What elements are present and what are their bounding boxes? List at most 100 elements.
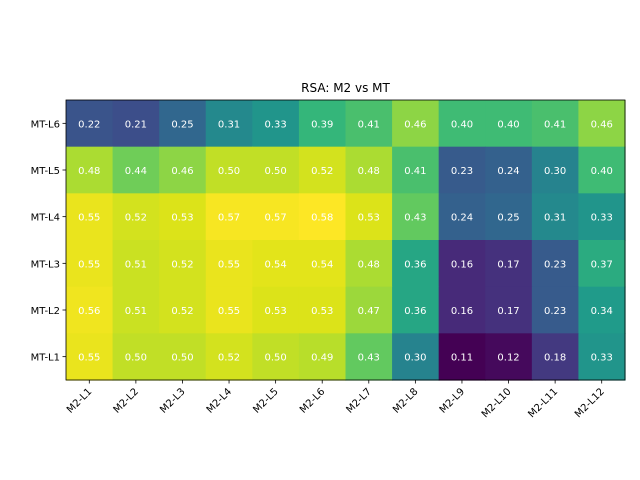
heatmap-cell-value: 0.51 [125, 306, 147, 317]
x-tick-label: M2-L2 [112, 386, 141, 415]
heatmap-cell-value: 0.31 [544, 213, 566, 224]
heatmap-cell-value: 0.23 [544, 306, 566, 317]
y-tick-label: MT-L5 [31, 166, 60, 177]
heatmap-cell-value: 0.50 [264, 353, 286, 364]
heatmap-cell [205, 100, 253, 148]
heatmap-cell-value: 0.36 [404, 259, 426, 270]
heatmap-cell [345, 286, 393, 334]
heatmap-cell-value: 0.46 [591, 119, 613, 130]
x-tick-label: M2-L10 [480, 386, 514, 420]
y-axis: MT-L6 MT-L5 MT-L4 MT-L3 MT-L2 MT-L1 [31, 119, 66, 364]
heatmap-cell [578, 193, 626, 241]
heatmap-cell [531, 100, 580, 148]
heatmap-cell-value: 0.41 [404, 166, 426, 177]
heatmap-cell [298, 286, 347, 334]
x-tick-label: M2-L3 [158, 386, 187, 415]
heatmap-cell-value: 0.25 [497, 213, 519, 224]
heatmap-cell [66, 146, 114, 194]
heatmap-cell-value: 0.36 [404, 306, 426, 317]
heatmap-cell-value: 0.52 [171, 306, 193, 317]
heatmap-cell [392, 333, 440, 381]
x-tick-label: M2-L8 [391, 386, 420, 415]
heatmap-cell-value: 0.48 [358, 166, 380, 177]
heatmap-cell [66, 193, 114, 241]
x-tick-label: M2-L4 [205, 386, 234, 415]
heatmap-cell-value: 0.33 [264, 119, 286, 130]
heatmap-cell [252, 333, 300, 381]
heatmap-cell-value: 0.16 [451, 306, 473, 317]
heatmap-cell [252, 286, 300, 334]
heatmap-cell-value: 0.33 [591, 213, 613, 224]
heatmap-cell-value: 0.39 [311, 119, 333, 130]
heatmap-cell-value: 0.51 [125, 259, 147, 270]
heatmap-cell [578, 333, 626, 381]
heatmap-cell-value: 0.41 [358, 119, 380, 130]
heatmap-cell-value: 0.12 [497, 353, 519, 364]
heatmap-cell-value: 0.43 [404, 213, 426, 224]
heatmap-cell [438, 193, 486, 241]
plot-frame [65, 99, 626, 381]
x-tick-label: M2-L7 [345, 386, 374, 415]
heatmap-cell-value: 0.41 [544, 119, 566, 130]
heatmap-cell-value: 0.50 [171, 353, 193, 364]
heatmap-cell [66, 286, 114, 334]
heatmap-cell [66, 100, 114, 148]
heatmap-cell-value: 0.11 [451, 353, 473, 364]
heatmap-cell-value: 0.24 [451, 213, 473, 224]
heatmap-cell-value: 0.55 [78, 353, 100, 364]
heatmap-cell [578, 240, 626, 288]
heatmap-cell [159, 146, 207, 194]
heatmap-cell [112, 333, 160, 381]
heatmap-cell-value: 0.52 [218, 353, 240, 364]
heatmap-cell-value: 0.22 [78, 119, 100, 130]
heatmap-cell-value: 0.23 [544, 259, 566, 270]
heatmap-cell [392, 193, 440, 241]
heatmap-cell [578, 100, 626, 148]
heatmap-cell-value: 0.56 [78, 306, 100, 317]
heatmap-cell [205, 286, 253, 334]
heatmap-cell-value: 0.40 [451, 119, 473, 130]
heatmap-cell [438, 146, 486, 194]
heatmap-cell [345, 240, 393, 288]
heatmap-cell [298, 193, 347, 241]
heatmap-cell [392, 146, 440, 194]
heatmap-cell-value: 0.16 [451, 259, 473, 270]
heatmap-cell [531, 193, 580, 241]
x-tick-label: M2-L5 [251, 386, 280, 415]
x-tick-label: M2-L6 [298, 386, 327, 415]
heatmap-cell [438, 240, 486, 288]
heatmap-cell [531, 146, 580, 194]
heatmap-cell-value: 0.33 [591, 353, 613, 364]
heatmap-cell [112, 100, 160, 148]
heatmap-cell-value: 0.40 [497, 119, 519, 130]
heatmap-cell-value: 0.23 [451, 166, 473, 177]
heatmap-cell-value: 0.18 [544, 353, 566, 364]
heatmap-cell [531, 286, 580, 334]
heatmap-cell [578, 146, 626, 194]
heatmap-cell-value: 0.58 [311, 213, 333, 224]
heatmap-cell [578, 286, 626, 334]
heatmap-cell-value: 0.57 [218, 213, 240, 224]
heatmap-cells [66, 100, 626, 381]
heatmap-cell-value: 0.30 [544, 166, 566, 177]
heatmap-cell-value: 0.57 [264, 213, 286, 224]
heatmap-cell-value: 0.53 [358, 213, 380, 224]
heatmap-cell-value: 0.46 [404, 119, 426, 130]
heatmap-cell [345, 146, 393, 194]
y-tick-label: MT-L2 [31, 306, 60, 317]
heatmap-cell [159, 193, 207, 241]
heatmap-cell-value: 0.50 [125, 353, 147, 364]
heatmap-cell-value: 0.48 [358, 259, 380, 270]
heatmap-cell-value: 0.53 [311, 306, 333, 317]
heatmap-cell [252, 146, 300, 194]
heatmap-cell-value: 0.43 [358, 353, 380, 364]
y-tick-label: MT-L3 [31, 259, 60, 270]
heatmap-cell [298, 146, 347, 194]
heatmap-cell-value: 0.21 [125, 119, 147, 130]
heatmap-cell [298, 333, 347, 381]
heatmap-cell [438, 333, 486, 381]
heatmap-cell [252, 240, 300, 288]
heatmap-cell [345, 333, 393, 381]
heatmap-cell-value: 0.17 [497, 306, 519, 317]
heatmap-cell [298, 240, 347, 288]
